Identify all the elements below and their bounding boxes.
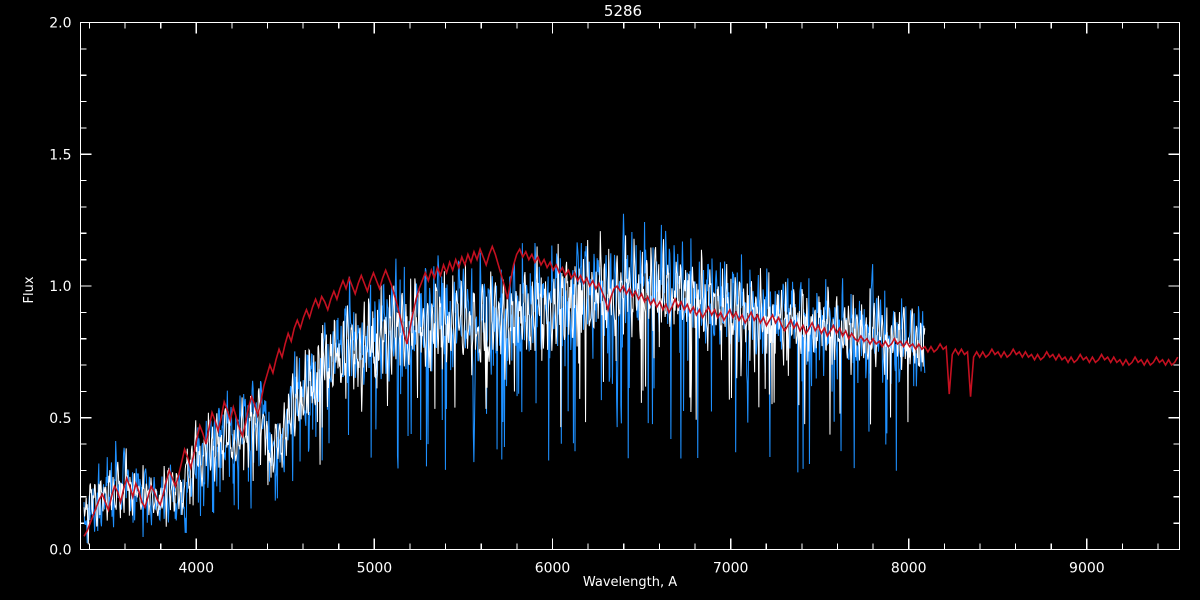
x-tick-label: 8000 (891, 561, 927, 577)
plot-frame (79, 21, 1181, 551)
page-title: 5286 (604, 2, 642, 20)
x-tick-label: 4000 (178, 561, 214, 577)
series-observed-spectrum (83, 213, 926, 544)
x-tick-label: 6000 (535, 561, 571, 577)
data-series-layer (83, 213, 1179, 545)
y-tick-label: 1.0 (49, 279, 71, 295)
x-tick-label: 5000 (357, 561, 393, 577)
series-model-spectrum (83, 244, 1179, 537)
x-tick-label: 7000 (713, 561, 749, 577)
y-axis-label: Flux (22, 276, 37, 303)
x-axis-label: Wavelength, A (583, 575, 677, 590)
x-tick-label: 9000 (1069, 561, 1105, 577)
y-tick-label: 0.5 (49, 411, 71, 427)
series-comparison-spectrum (83, 231, 926, 545)
y-tick-label: 2.0 (49, 16, 71, 32)
axis-frame (79, 21, 1181, 551)
y-tick-label: 1.5 (49, 147, 71, 163)
axis-tick-labels: 4000 5000 6000 7000 8000 9000 0.0 0.5 1.0 1.5 2.0 (49, 16, 1104, 577)
y-tick-label: 0.0 (49, 543, 71, 559)
